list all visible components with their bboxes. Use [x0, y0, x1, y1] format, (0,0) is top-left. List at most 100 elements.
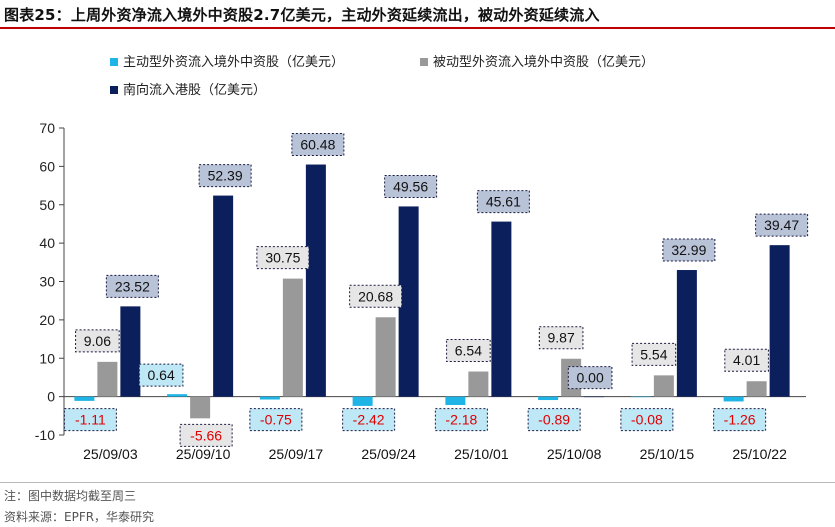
x-tick-label: 25/10/15	[640, 446, 695, 462]
data-label-box-active	[342, 408, 396, 432]
bar-active	[352, 396, 373, 406]
data-label-passive: 9.06	[84, 333, 111, 349]
x-tick-label: 25/10/22	[732, 446, 787, 462]
data-label-box-active	[620, 408, 674, 432]
x-tick-label: 25/10/01	[454, 446, 509, 462]
bar-southbound	[491, 221, 512, 397]
x-tick-label: 25/10/08	[547, 446, 602, 462]
data-label-southbound: 39.47	[764, 217, 799, 233]
bar-southbound	[769, 245, 790, 397]
bar-passive	[746, 381, 767, 397]
data-label-box-southbound	[476, 190, 530, 214]
bar-southbound	[676, 270, 697, 397]
y-tick-label: 30	[39, 274, 55, 290]
data-label-box-passive	[631, 342, 677, 366]
bar-active	[167, 394, 188, 397]
data-label-active: -2.18	[445, 412, 477, 428]
data-label-box-active	[434, 408, 488, 432]
data-label-box-passive	[446, 339, 491, 363]
x-tick-label: 25/09/24	[361, 446, 416, 462]
data-label-active: -2.42	[353, 412, 385, 428]
legend-label-southbound: 南向流入港股（亿美元）	[123, 83, 267, 98]
data-label-active: -0.75	[260, 412, 292, 428]
x-tick-label: 25/09/17	[269, 446, 324, 462]
data-label-box-passive	[538, 326, 584, 350]
y-tick-label: 20	[39, 312, 55, 328]
bar-southbound	[120, 306, 141, 397]
data-label-active: 0.64	[148, 367, 175, 383]
bar-passive	[468, 371, 489, 397]
footer-divider	[0, 482, 835, 483]
legend-swatch-southbound	[110, 86, 118, 94]
data-label-active: -0.89	[538, 412, 570, 428]
bar-passive	[375, 317, 396, 397]
bar-passive	[97, 361, 118, 397]
data-label-box-active	[63, 408, 117, 432]
data-label-southbound: 45.61	[486, 194, 521, 210]
bar-southbound	[305, 164, 326, 397]
bar-active	[538, 396, 559, 401]
data-label-box-passive	[724, 348, 769, 372]
bar-passive	[653, 375, 674, 397]
data-label-box-southbound	[384, 174, 438, 198]
data-label-box-passive	[349, 284, 403, 308]
x-tick-label: 25/09/10	[176, 446, 231, 462]
y-tick-label: -10	[35, 427, 55, 443]
data-label-box-southbound	[567, 366, 613, 390]
bar-active	[259, 396, 280, 400]
y-tick-label: 50	[39, 197, 55, 213]
footnote: 注：图中数据均截至周三	[4, 489, 137, 503]
data-label-box-active	[713, 408, 767, 432]
title-bar: 图表25：上周外资净流入境外中资股2.7亿美元，主动外资延续流出，被动外资延续流…	[0, 0, 835, 30]
data-label-southbound: 60.48	[300, 137, 335, 153]
data-label-box-active	[138, 363, 184, 387]
data-label-box-passive	[179, 423, 233, 447]
y-tick-label: 60	[39, 158, 55, 174]
data-label-southbound: 32.99	[671, 242, 706, 258]
data-label-box-southbound	[662, 238, 716, 262]
y-tick-label: 10	[39, 350, 55, 366]
data-label-box-active	[249, 408, 303, 432]
legend-swatch-active	[110, 58, 118, 66]
legend-swatch-passive	[420, 58, 428, 66]
data-label-active: -1.26	[724, 412, 756, 428]
source-note: 资料来源：EPFR，华泰研究	[4, 510, 155, 524]
data-label-active: -0.08	[631, 412, 663, 428]
data-label-southbound: 23.52	[115, 278, 150, 294]
bar-active	[74, 396, 95, 401]
data-label-southbound: 52.39	[208, 168, 243, 184]
bar-southbound	[213, 195, 234, 397]
data-label-box-southbound	[291, 133, 345, 157]
title-divider	[0, 27, 835, 29]
data-label-box-southbound	[755, 213, 809, 237]
legend-label-active: 主动型外资流入境外中资股（亿美元）	[123, 55, 345, 70]
bar-active	[630, 396, 651, 398]
data-label-passive: 20.68	[358, 288, 393, 304]
legend-label-passive: 被动型外资流入境外中资股（亿美元）	[433, 55, 655, 70]
data-label-passive: 9.87	[548, 330, 575, 346]
bar-active	[445, 396, 466, 405]
bar-active	[723, 396, 744, 402]
data-label-southbound: 0.00	[577, 370, 604, 386]
bar-passive	[190, 396, 211, 419]
data-label-passive: 30.75	[265, 250, 300, 266]
data-label-passive: 5.54	[640, 346, 667, 362]
y-tick-label: 70	[39, 120, 55, 136]
x-tick-label: 25/09/03	[83, 446, 138, 462]
bar-passive	[282, 278, 303, 397]
y-tick-label: 0	[47, 389, 55, 405]
bar-southbound	[584, 396, 605, 398]
data-label-passive: 6.54	[455, 343, 482, 359]
data-label-box-passive	[75, 329, 120, 353]
data-label-box-southbound	[105, 274, 159, 298]
data-label-southbound: 49.56	[393, 178, 428, 194]
data-label-box-active	[527, 408, 581, 432]
data-label-box-southbound	[198, 164, 252, 188]
y-tick-label: 40	[39, 235, 55, 251]
data-label-box-passive	[256, 246, 310, 270]
figure-title: 图表25：上周外资净流入境外中资股2.7亿美元，主动外资延续流出，被动外资延续流…	[4, 6, 600, 24]
data-label-passive: -5.66	[190, 427, 222, 443]
data-label-active: -1.11	[75, 412, 106, 428]
data-label-passive: 4.01	[733, 352, 760, 368]
